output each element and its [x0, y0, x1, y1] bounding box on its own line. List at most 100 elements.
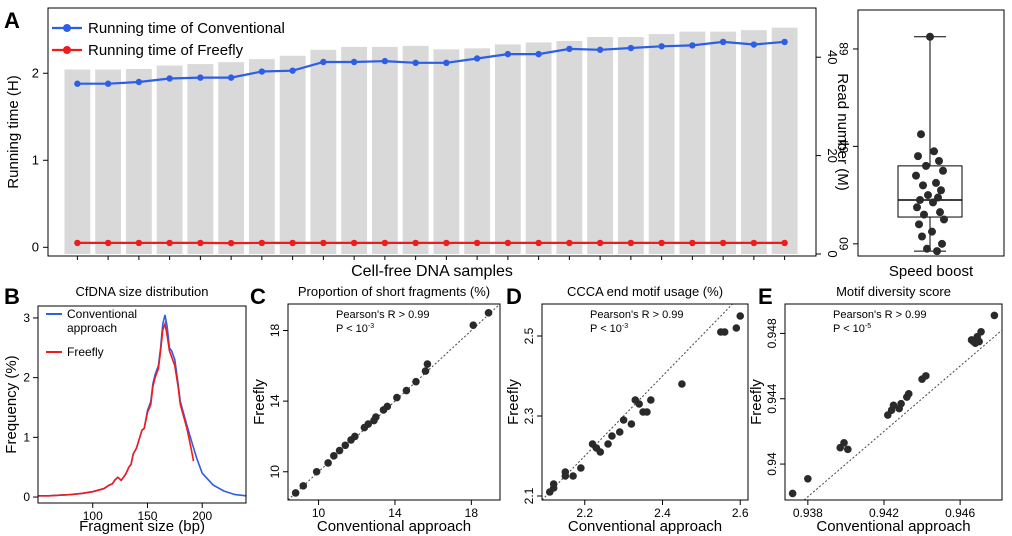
- data-point: [920, 210, 928, 219]
- data-point: [412, 239, 419, 247]
- data-point: [291, 489, 300, 497]
- x-tick-label: 14: [388, 506, 402, 520]
- panel-letter: A: [4, 8, 20, 33]
- legend-label: Freefly: [67, 345, 104, 359]
- data-point: [473, 55, 481, 62]
- annotation-p-exponent: -3: [368, 323, 374, 330]
- bar-read-number: [740, 30, 767, 254]
- annotation-p-exponent: -5: [865, 323, 871, 330]
- panel-b: 0 1 2 3 100 150 200 CfDNA size distribution Frag…: [3, 284, 247, 535]
- data-point: [561, 472, 570, 480]
- data-point: [933, 247, 941, 256]
- data-point: [990, 311, 999, 320]
- x-tick-label: 0.938: [793, 506, 823, 520]
- data-point: [383, 402, 392, 411]
- legend-label-line: Conventional: [67, 307, 137, 321]
- data-point: [364, 420, 373, 428]
- data-point: [393, 393, 401, 402]
- y-tick-label: 0: [23, 490, 30, 504]
- data-point: [312, 467, 321, 476]
- data-point: [484, 309, 493, 317]
- data-point: [627, 420, 636, 428]
- y-tick-label: 0.94: [765, 452, 779, 476]
- x-axis-label: Conventional approach: [568, 518, 722, 535]
- data-point: [608, 432, 616, 440]
- data-point: [658, 239, 665, 247]
- data-point: [913, 203, 921, 212]
- data-point: [381, 57, 389, 65]
- data-point: [732, 324, 741, 332]
- legend-label: Running time of Conventional: [88, 20, 285, 37]
- y-tick-label: 68: [837, 42, 851, 56]
- legend-label: Conventional approach: [67, 307, 137, 335]
- x-axis-label: Fragment size (bp): [79, 518, 205, 535]
- x-tick-label: 200: [192, 509, 212, 523]
- data-point: [627, 239, 635, 247]
- x-tick-label: 2.4: [654, 506, 671, 520]
- data-point: [504, 239, 512, 247]
- data-point: [720, 328, 729, 336]
- data-point: [402, 386, 411, 395]
- data-point: [643, 408, 651, 416]
- x-tick-label: 150: [137, 509, 157, 523]
- bar-read-number: [125, 69, 152, 255]
- y-axis-label: Freefly: [748, 379, 765, 425]
- data-point: [975, 337, 983, 346]
- y-tick-label: 0: [32, 239, 39, 254]
- data-point: [227, 239, 235, 247]
- y-tick-label: 10: [268, 465, 282, 479]
- data-point: [922, 161, 930, 170]
- data-point: [926, 32, 934, 41]
- data-point: [423, 360, 432, 368]
- data-point: [930, 147, 938, 156]
- data-point: [844, 445, 852, 454]
- y-tick-label: 0.944: [765, 383, 779, 413]
- data-point: [566, 45, 573, 53]
- data-point: [350, 58, 358, 66]
- bar-read-number: [679, 31, 706, 255]
- panel-e: 0.938 0.942 0.946 0.94 0.944 0.948 Motif diver…: [748, 284, 1003, 535]
- data-point: [289, 239, 296, 247]
- y-tick-label: 3: [23, 311, 30, 325]
- bar-read-number: [494, 44, 521, 254]
- data-point: [917, 130, 925, 139]
- x-axis-label: Conventional approach: [816, 518, 970, 535]
- data-point: [104, 239, 112, 247]
- data-point: [350, 239, 358, 247]
- data-point: [412, 377, 420, 386]
- y2-tick-label: 0: [825, 250, 840, 257]
- series-line-conventional: [38, 314, 247, 497]
- panel-letter: D: [506, 284, 522, 309]
- data-point: [678, 380, 686, 388]
- y-tick-label: 60: [837, 237, 851, 251]
- annotation-pearson: Pearson's R > 0.99: [833, 309, 927, 321]
- bar-read-number: [156, 65, 183, 255]
- data-point: [504, 50, 512, 58]
- chart-title: CfDNA size distribution: [76, 284, 209, 299]
- annotation-pearson: Pearson's R > 0.99: [336, 309, 430, 321]
- box-iqr: [897, 165, 963, 218]
- bar-read-number: [433, 49, 460, 254]
- data-point: [549, 484, 558, 492]
- data-point: [566, 239, 573, 247]
- data-point: [788, 489, 797, 498]
- data-point: [934, 193, 942, 202]
- data-point: [912, 171, 920, 180]
- data-point: [736, 312, 745, 320]
- y-tick-label: 64: [837, 139, 851, 153]
- data-point: [889, 401, 898, 410]
- y-axis-label: Freefly: [251, 379, 268, 425]
- data-point: [535, 239, 542, 247]
- data-point: [596, 239, 604, 247]
- annotation-p-value: P < 10-3: [590, 323, 628, 335]
- data-point: [324, 459, 332, 467]
- data-point: [916, 195, 924, 204]
- data-point: [289, 67, 296, 74]
- data-point: [135, 239, 143, 247]
- data-point: [372, 413, 380, 421]
- x-tick-label: 0.942: [869, 506, 899, 520]
- x-axis-label: Conventional approach: [317, 518, 471, 535]
- identity-line: [803, 329, 1003, 501]
- x-tick-label: 0.946: [945, 506, 975, 520]
- panel-letter: C: [250, 284, 266, 309]
